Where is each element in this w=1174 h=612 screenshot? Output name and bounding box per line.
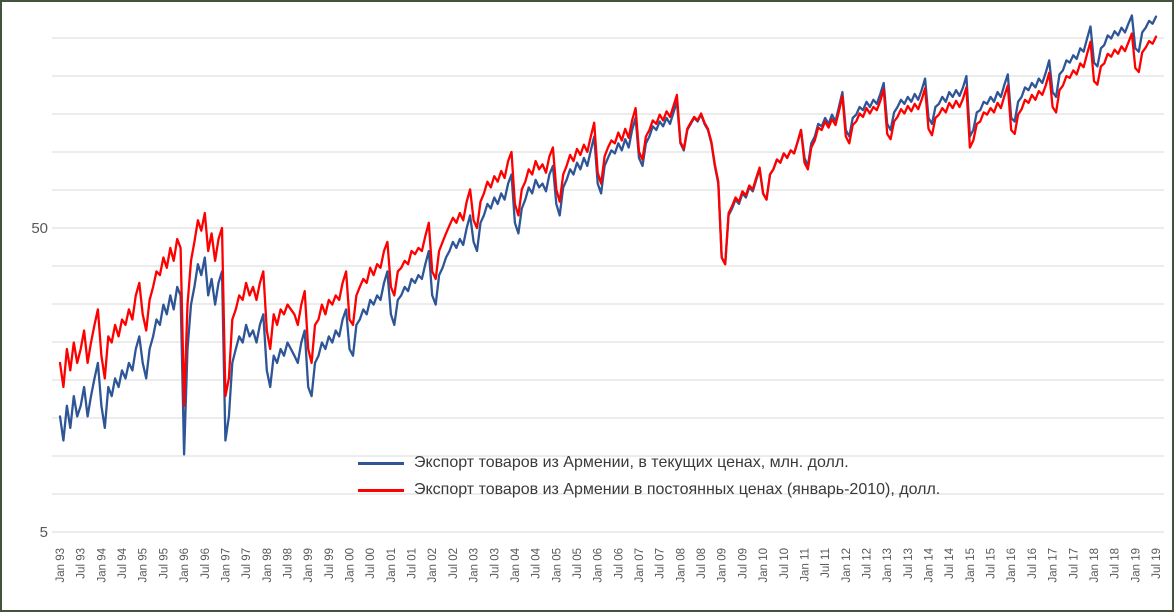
legend-line-blue-icon <box>358 461 404 465</box>
x-tick-label: Jan 13 <box>882 548 894 583</box>
x-tick-label: Jul 96 <box>200 548 212 579</box>
x-tick-label: Jul 99 <box>324 548 336 579</box>
y-axis-labels: 50 5 <box>31 220 48 541</box>
x-tick-label: Jul 16 <box>1027 548 1039 579</box>
x-tick-label: Jul 04 <box>531 547 543 578</box>
x-tick-label: Jul 07 <box>655 548 667 579</box>
x-tick-label: Jan 10 <box>758 548 770 583</box>
series-line-1 <box>58 32 1158 407</box>
x-tick-label: Jul 12 <box>861 548 873 579</box>
y-tick-label: 50 <box>31 220 48 237</box>
x-tick-label: Jul 01 <box>407 548 419 579</box>
x-tick-label: Jan 99 <box>303 548 315 583</box>
x-tick-label: Jan 11 <box>799 548 811 582</box>
x-tick-label: Jul 94 <box>117 547 129 578</box>
x-tick-label: Jan 95 <box>138 548 150 583</box>
x-tick-label: Jan 06 <box>593 548 605 583</box>
x-axis-labels: Jan 93 Jul 93 Jan 94 Jul 94 Jan 95 Jul 95 Jan … <box>55 547 1163 582</box>
x-tick-label: Jul 02 <box>448 548 460 579</box>
x-tick-label: Jan 00 <box>345 548 357 583</box>
x-tick-label: Jan 94 <box>96 547 108 582</box>
x-tick-label: Jan 98 <box>262 548 274 583</box>
legend-item-nominal: Экспорт товаров из Армении, в текущих це… <box>358 454 940 472</box>
x-tick-label: Jul 13 <box>903 548 915 579</box>
x-tick-label: Jan 18 <box>1089 548 1101 583</box>
x-tick-label: Jul 15 <box>986 548 998 579</box>
x-tick-label: Jul 03 <box>489 548 501 579</box>
x-tick-label: Jan 04 <box>510 547 522 582</box>
x-tick-label: Jan 05 <box>551 548 563 583</box>
x-tick-label: Jan 09 <box>717 548 729 583</box>
x-tick-label: Jan 17 <box>1048 548 1060 583</box>
x-tick-label: Jan 02 <box>427 548 439 583</box>
x-tick-label: Jul 93 <box>76 548 88 579</box>
legend-label-nominal: Экспорт товаров из Армении, в текущих це… <box>414 454 849 471</box>
x-tick-label: Jul 19 <box>1151 548 1163 579</box>
x-tick-label: Jul 17 <box>1068 548 1080 579</box>
x-tick-label: Jan 07 <box>634 548 646 583</box>
x-tick-label: Jul 98 <box>282 548 294 579</box>
x-tick-label: Jul 11 <box>820 548 832 578</box>
x-tick-label: Jul 09 <box>737 548 749 579</box>
x-tick-label: Jan 96 <box>179 548 191 583</box>
x-tick-label: Jul 14 <box>944 547 956 578</box>
x-tick-label: Jul 10 <box>779 548 791 579</box>
legend-line-red-icon <box>358 488 404 492</box>
x-tick-label: Jan 08 <box>675 548 687 583</box>
x-tick-label: Jul 95 <box>158 548 170 579</box>
series-line-0 <box>58 14 1158 456</box>
chart-legend: Экспорт товаров из Армении, в текущих це… <box>358 454 940 499</box>
x-tick-label: Jan 16 <box>1006 548 1018 583</box>
x-tick-label: Jan 93 <box>55 548 67 583</box>
legend-item-real: Экспорт товаров из Армении в постоянных … <box>358 481 940 499</box>
x-tick-label: Jul 00 <box>365 548 377 579</box>
x-tick-label: Jul 06 <box>613 548 625 579</box>
x-tick-label: Jul 08 <box>696 548 708 579</box>
x-tick-label: Jul 05 <box>572 548 584 579</box>
y-tick-label: 5 <box>40 524 48 541</box>
x-tick-label: Jul 97 <box>241 548 253 579</box>
x-tick-label: Jan 14 <box>924 547 936 582</box>
x-tick-label: Jan 12 <box>841 548 853 583</box>
x-tick-label: Jan 03 <box>469 548 481 583</box>
legend-label-real: Экспорт товаров из Армении в постоянных … <box>414 481 941 498</box>
x-tick-label: Jan 19 <box>1130 548 1142 583</box>
x-tick-label: Jul 18 <box>1110 548 1122 579</box>
x-tick-label: Jan 15 <box>965 548 977 583</box>
x-tick-label: Jan 01 <box>386 548 398 583</box>
x-tick-label: Jan 97 <box>220 548 232 583</box>
